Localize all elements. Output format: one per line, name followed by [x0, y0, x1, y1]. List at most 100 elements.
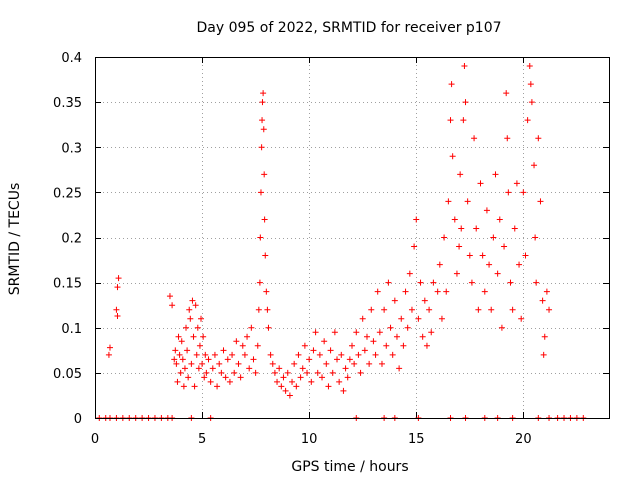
data-point: [531, 162, 538, 169]
data-point: [527, 81, 534, 88]
data-point: [263, 288, 270, 295]
data-point: [295, 351, 302, 358]
data-point: [276, 365, 283, 372]
data-point: [426, 306, 433, 313]
data-point: [505, 189, 512, 196]
data-point: [301, 342, 308, 349]
data-point: [222, 374, 229, 381]
data-point: [336, 378, 343, 385]
data-point: [304, 369, 311, 376]
data-point: [340, 387, 347, 394]
data-point: [260, 126, 267, 133]
data-point: [488, 306, 495, 313]
data-point: [417, 279, 424, 286]
data-point: [448, 81, 455, 88]
data-point: [312, 329, 319, 336]
data-point: [207, 378, 214, 385]
data-point: [264, 306, 271, 313]
data-point: [393, 333, 400, 340]
y-tick-label: 0.1: [61, 322, 82, 337]
data-point: [408, 306, 415, 313]
y-tick-label: 0.35: [53, 96, 82, 111]
data-point: [274, 378, 281, 385]
data-point: [280, 374, 287, 381]
data-point: [241, 351, 248, 358]
data-point: [503, 90, 510, 97]
data-point: [359, 315, 366, 322]
data-point: [201, 374, 208, 381]
data-point: [331, 329, 338, 336]
data-point: [191, 383, 198, 390]
data-point: [299, 365, 306, 372]
x-tick-label: 15: [408, 432, 425, 447]
x-tick-label: 20: [515, 432, 532, 447]
data-point: [231, 369, 238, 376]
x-tick-label: 10: [301, 432, 318, 447]
data-point: [226, 378, 233, 385]
data-point: [193, 351, 200, 358]
y-tick-label: 0.25: [53, 186, 82, 201]
data-point: [398, 315, 405, 322]
data-point: [314, 369, 321, 376]
data-point: [468, 279, 475, 286]
data-point: [179, 356, 186, 363]
data-point: [428, 329, 435, 336]
data-point: [396, 365, 403, 372]
data-point: [447, 117, 454, 124]
data-point: [257, 234, 264, 241]
data-point: [385, 279, 392, 286]
data-point: [308, 378, 315, 385]
y-tick-labels: 0 0.05 0.1 0.15 0.2 0.25 0.3 0.35 0.4: [53, 51, 82, 427]
data-point: [327, 347, 334, 354]
data-point: [522, 252, 529, 259]
data-point: [504, 135, 511, 142]
data-point: [389, 351, 396, 358]
data-point: [105, 351, 112, 358]
data-point: [323, 360, 330, 367]
data-point: [492, 171, 499, 178]
data-point: [460, 117, 467, 124]
data-point: [490, 234, 497, 241]
data-point: [194, 324, 201, 331]
data-point: [184, 347, 191, 354]
data-point: [543, 288, 550, 295]
data-point: [185, 374, 192, 381]
data-point: [199, 360, 206, 367]
plot-frame: [95, 57, 610, 419]
data-point: [214, 383, 221, 390]
data-point: [511, 225, 518, 232]
x-tick-labels: 0 5 10 15 20: [91, 432, 532, 447]
data-point: [383, 342, 390, 349]
data-point: [192, 302, 199, 309]
data-point: [524, 117, 531, 124]
data-point: [205, 356, 212, 363]
data-point: [361, 347, 368, 354]
data-points: [96, 63, 587, 421]
data-point: [203, 369, 210, 376]
data-point: [456, 243, 463, 250]
data-point: [346, 356, 353, 363]
data-point: [419, 333, 426, 340]
data-point: [254, 342, 261, 349]
data-point: [218, 369, 225, 376]
data-point: [244, 333, 251, 340]
data-point: [114, 284, 121, 291]
data-point: [466, 252, 473, 259]
data-point: [501, 243, 508, 250]
data-point: [187, 315, 194, 322]
data-point: [262, 252, 269, 259]
data-point: [248, 324, 255, 331]
data-point: [498, 324, 505, 331]
data-point: [257, 189, 264, 196]
data-point: [496, 216, 503, 223]
data-point: [166, 293, 173, 300]
data-point: [180, 383, 187, 390]
data-point: [509, 306, 516, 313]
data-point: [434, 288, 441, 295]
data-point: [436, 261, 443, 268]
data-point: [528, 99, 535, 106]
x-tick-label: 5: [198, 432, 206, 447]
data-point: [202, 351, 209, 358]
data-point: [526, 63, 533, 70]
data-point: [209, 365, 216, 372]
